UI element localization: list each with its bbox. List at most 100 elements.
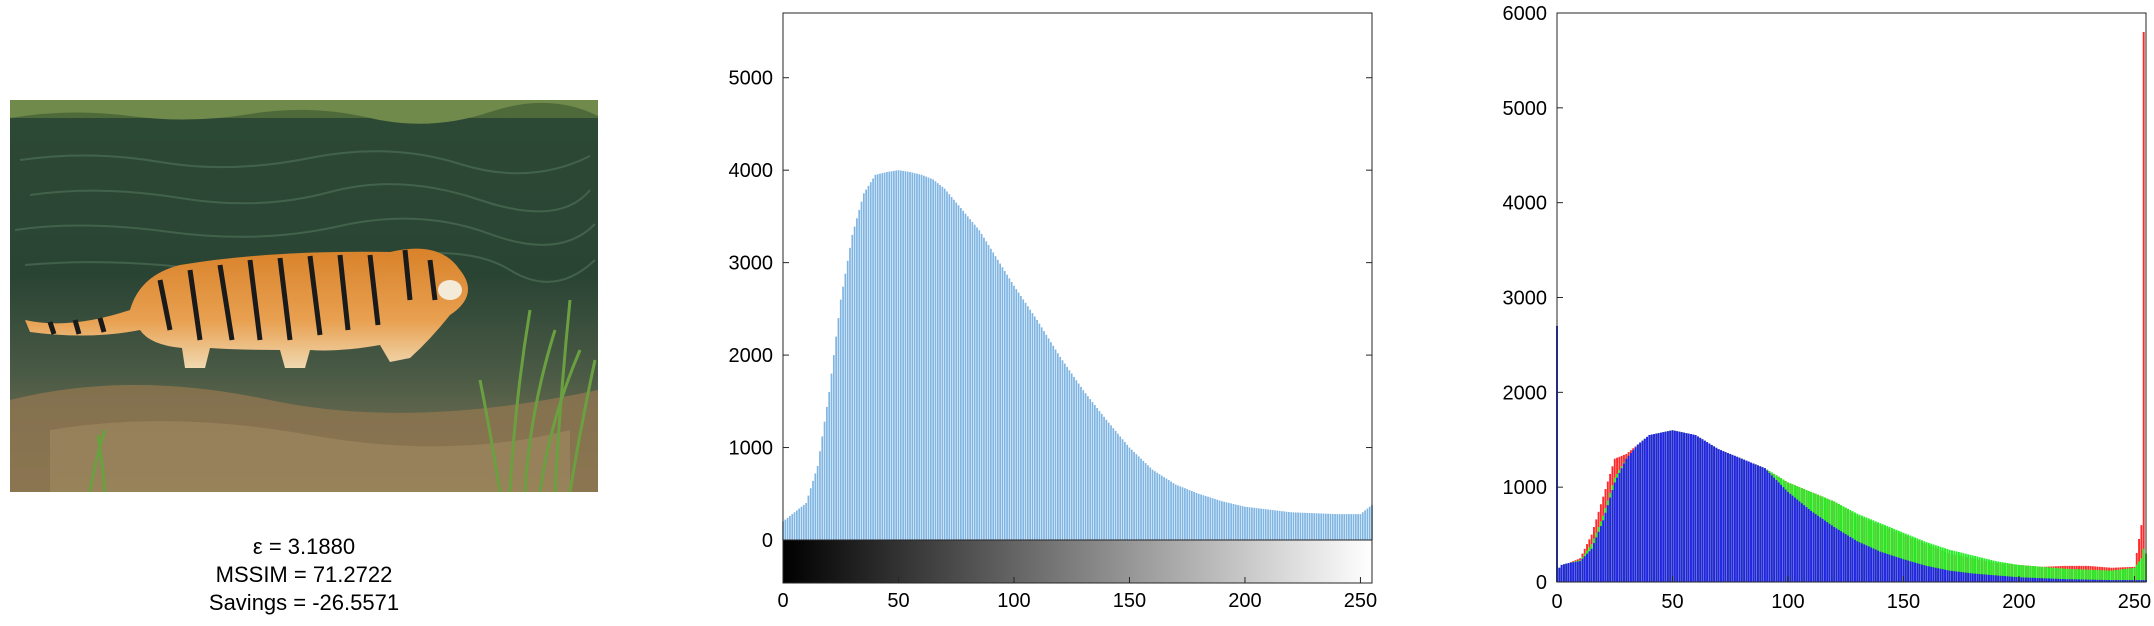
histogram-bar: [1338, 514, 1341, 540]
savings-label: Savings = -26.5571: [208, 590, 400, 615]
histogram-bar: [1255, 508, 1258, 540]
histogram-bar: [1281, 511, 1283, 540]
histogram-bar: [1299, 512, 1302, 540]
histogram-bar: [1348, 514, 1350, 540]
histogram-bar: [823, 421, 826, 540]
histogram-bar: [807, 495, 810, 540]
histogram-bar: [1251, 507, 1253, 540]
histogram-bar: [1112, 428, 1115, 540]
histogram-bar: [1188, 490, 1191, 540]
histogram-bar: [973, 224, 976, 541]
histogram-bar: [992, 252, 995, 540]
histogram-bar: [1248, 507, 1251, 540]
histogram-bar: [798, 508, 801, 540]
histogram-bar: [976, 227, 978, 541]
histogram-bar: [1093, 405, 1096, 540]
histogram-bar: [1297, 512, 1299, 540]
histogram-bar: [1110, 425, 1112, 540]
histogram-bar: [830, 373, 833, 540]
histogram-bar: [990, 248, 992, 540]
histogram-bar: [999, 263, 1001, 540]
histogram-bar: [1357, 514, 1359, 540]
histogram-bar: [1287, 511, 1290, 540]
histogram-bar: [1257, 508, 1260, 540]
histogram-bar: [936, 183, 939, 540]
histogram-bar: [1077, 383, 1080, 540]
histogram-bar: [1260, 508, 1262, 540]
histogram-bar: [1207, 496, 1209, 540]
histogram-bar: [1156, 472, 1159, 540]
histogram-bar: [1211, 498, 1214, 540]
histogram-bar: [1244, 506, 1246, 540]
histogram-bar: [1036, 319, 1038, 540]
histogram-bar: [793, 512, 796, 540]
histogram-bar: [1202, 495, 1205, 540]
histogram-bar: [888, 171, 891, 541]
histogram-bar: [1313, 513, 1316, 540]
histogram-bar: [1147, 465, 1149, 540]
histogram-bar: [1253, 507, 1256, 540]
histogram-bar: [832, 355, 835, 540]
histogram-bar: [874, 174, 877, 540]
histogram-bar: [969, 219, 971, 541]
histogram-bar: [899, 170, 902, 540]
histogram-bar: [1368, 506, 1371, 540]
histogram-bar: [946, 191, 948, 540]
histogram-bar: [1364, 510, 1366, 540]
histogram-bar: [1024, 302, 1027, 540]
histogram-bar: [1026, 306, 1029, 540]
histogram-bar: [1341, 514, 1343, 540]
histogram-bar: [1269, 509, 1272, 540]
histogram-bar: [1315, 513, 1318, 540]
histogram-bar: [1209, 497, 1212, 540]
histogram-bar: [826, 406, 828, 540]
histogram-bar: [1271, 510, 1274, 540]
histogram-bar: [1047, 338, 1050, 540]
histogram-bar: [1274, 510, 1276, 540]
histogram-bar: [943, 188, 946, 540]
histogram-bar: [1308, 513, 1311, 540]
histogram-bar: [1137, 456, 1140, 540]
histogram-bar: [1352, 514, 1355, 540]
histogram-bar: [902, 170, 904, 540]
histogram-bar: [1221, 501, 1223, 540]
histogram-bar: [1020, 296, 1022, 540]
epsilon-label: ε = 3.1880: [252, 534, 356, 559]
histogram-bar: [1174, 484, 1177, 540]
histogram-bar: [1031, 313, 1034, 540]
histogram-bar: [934, 181, 937, 540]
histogram-bar: [1033, 316, 1036, 540]
histogram-bar: [1068, 370, 1071, 540]
histogram-bar: [1059, 356, 1062, 540]
histogram-bar: [1237, 505, 1239, 540]
histogram-bar: [1225, 502, 1228, 540]
histogram-bar: [971, 221, 974, 541]
histogram-bar: [839, 299, 842, 540]
histogram-bar: [1336, 514, 1339, 540]
histogram-bar: [849, 247, 851, 540]
histogram-bar: [809, 488, 812, 540]
histogram-bar: [957, 205, 960, 540]
histogram-bar: [941, 186, 944, 540]
histogram-bar: [1294, 512, 1297, 540]
histogram-bar: [1124, 441, 1126, 540]
histogram-bar: [1121, 439, 1124, 540]
histogram-bar: [909, 172, 911, 540]
histogram-bar: [1327, 513, 1329, 540]
histogram-bar: [1216, 499, 1219, 540]
histogram-bar: [812, 480, 814, 540]
histogram-bar: [802, 504, 805, 540]
histogram-bar: [1029, 309, 1031, 540]
tiger-photo: [10, 100, 598, 492]
histogram-bar: [1366, 508, 1369, 540]
histogram-bar: [1163, 477, 1165, 540]
histogram-bar: [1119, 436, 1122, 540]
histogram-bar: [1186, 489, 1189, 540]
histogram-bar: [883, 172, 886, 541]
histogram-bar: [844, 273, 847, 540]
histogram-bar: [1151, 469, 1154, 540]
histogram-bar: [842, 286, 844, 540]
histogram-bar: [1015, 289, 1018, 540]
histogram-bar: [1267, 509, 1269, 540]
histogram-bar: [1087, 396, 1089, 540]
